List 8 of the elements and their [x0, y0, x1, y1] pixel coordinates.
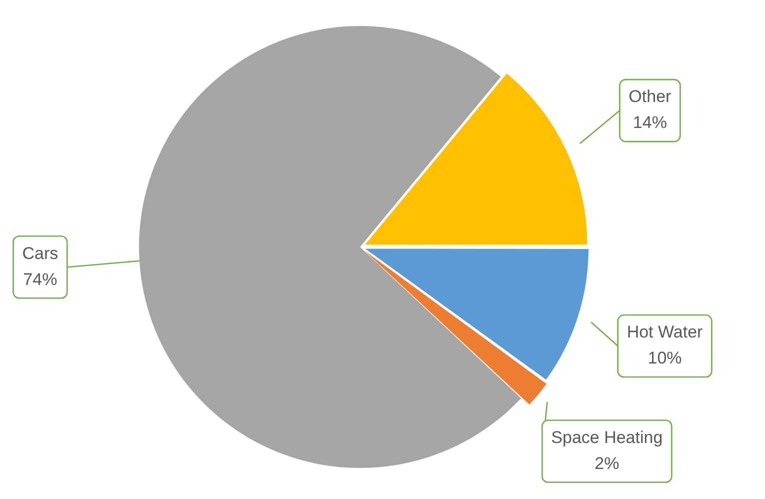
slice-label: Hot Water	[626, 322, 704, 342]
slice-label: Cars	[22, 244, 58, 263]
data-label: 14%	[632, 113, 667, 132]
slice-label: Other	[628, 87, 672, 106]
slice-label: Space Heating	[551, 428, 663, 447]
data-label: 74%	[23, 270, 58, 289]
data-label: 10%	[648, 348, 682, 368]
data-label: 2%	[594, 454, 620, 473]
